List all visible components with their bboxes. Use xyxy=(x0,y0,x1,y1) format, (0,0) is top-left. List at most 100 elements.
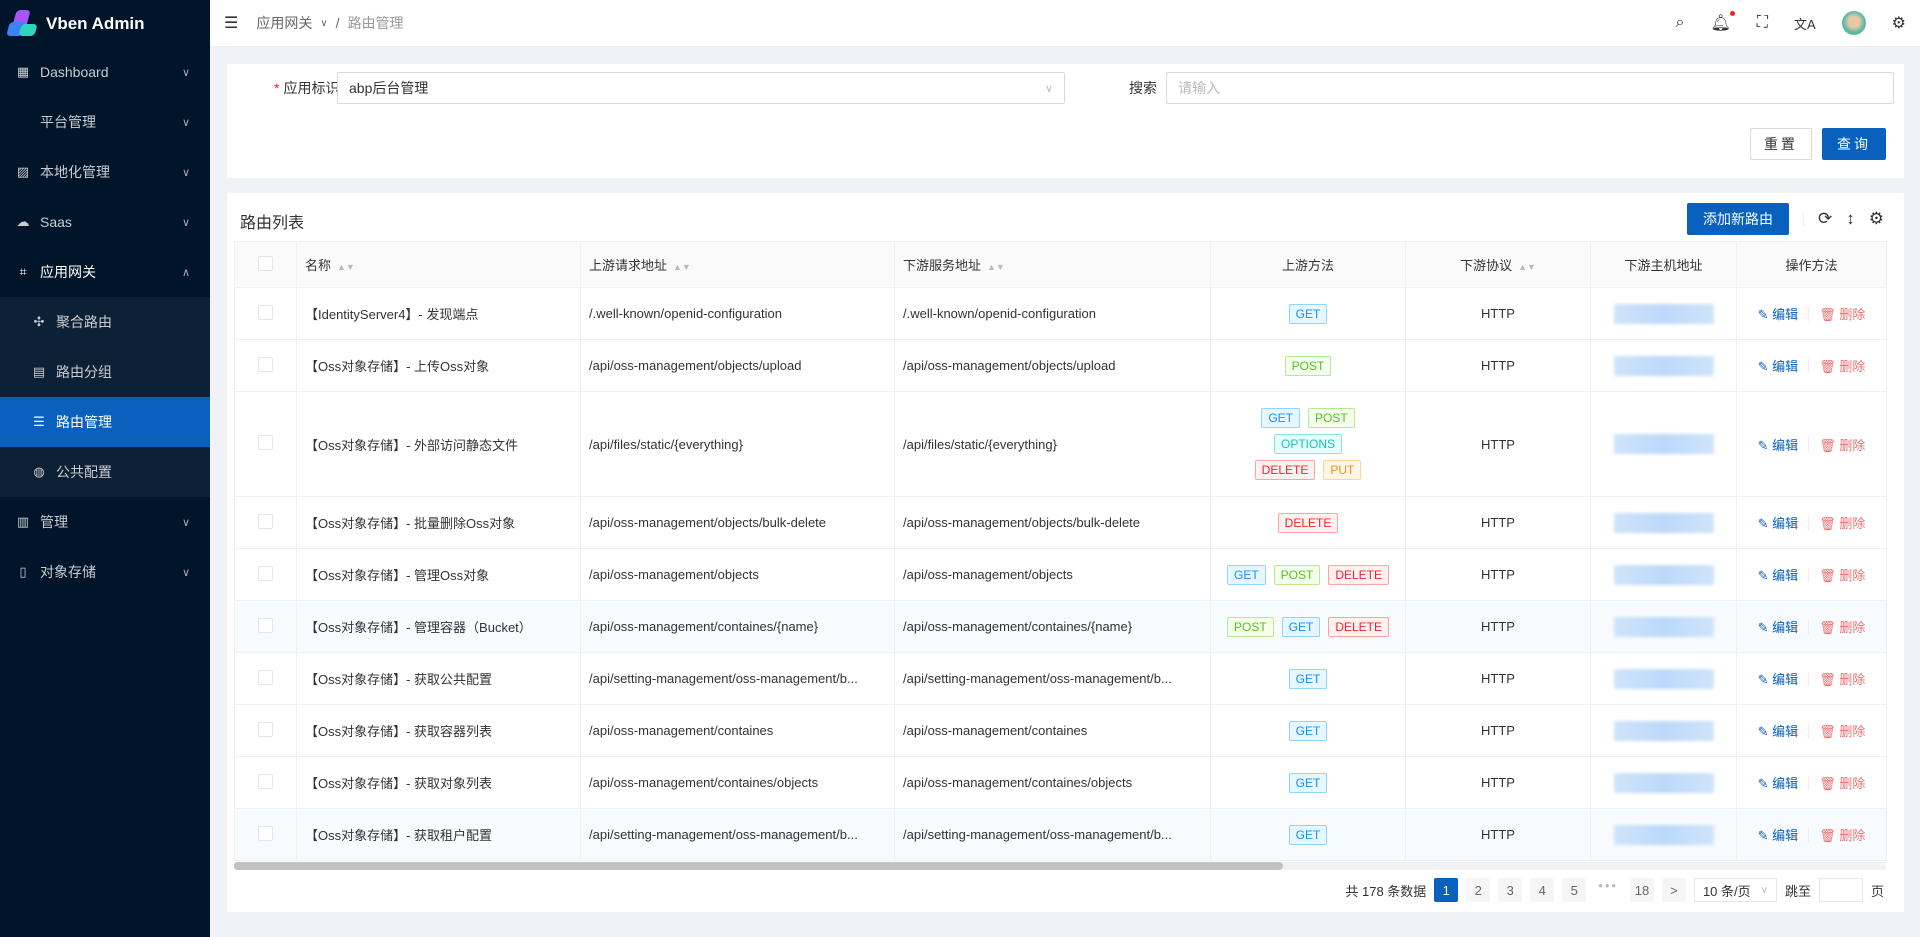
method-tag: DELETE xyxy=(1277,512,1339,533)
globe-icon: ◍ xyxy=(33,464,45,479)
delete-button[interactable]: 🗑︎ 删除 xyxy=(1819,359,1866,374)
column-header[interactable]: 下游服务地址 ▲▼ xyxy=(894,241,1211,288)
delete-button[interactable]: 🗑︎ 删除 xyxy=(1819,672,1866,687)
avatar[interactable] xyxy=(1841,11,1866,35)
table-row: 【Oss对象存储】- 管理容器（Bucket） /api/oss-managem… xyxy=(234,600,1887,653)
column-header[interactable]: 名称 ▲▼ xyxy=(296,241,581,288)
delete-button[interactable]: 🗑︎ 删除 xyxy=(1819,776,1866,791)
page-button[interactable]: 5 xyxy=(1562,878,1587,902)
downstream-protocol: HTTP xyxy=(1405,652,1591,705)
delete-button[interactable]: 🗑︎ 删除 xyxy=(1819,307,1866,322)
reset-button[interactable]: 重置 xyxy=(1750,128,1812,160)
route-name: 【IdentityServer4】- 发现端点 xyxy=(296,287,581,340)
route-table-card: 路由列表 添加新路由 ⟳ ↕ ⚙ 名称 ▲▼ 上游请求地址 ▲▼ 下游服务地址 ▲▼ 上游方… xyxy=(227,193,1904,912)
delete-button[interactable]: 🗑︎ 删除 xyxy=(1819,516,1866,531)
row-checkbox[interactable] xyxy=(234,704,297,757)
breadcrumb-item[interactable]: 应用网关 xyxy=(256,15,313,31)
sidebar-item[interactable]: ▦ Dashboard ∨ xyxy=(0,47,210,97)
delete-button[interactable]: 🗑︎ 删除 xyxy=(1819,828,1866,843)
sidebar-item[interactable]: ☁ Saas ∨ xyxy=(0,197,210,247)
route-name: 【Oss对象存储】- 外部访问静态文件 xyxy=(296,391,581,497)
page-button[interactable]: 1 xyxy=(1434,878,1459,902)
page-size-select[interactable]: 10 条/页 ∨ xyxy=(1693,878,1777,902)
edit-button[interactable]: ✎ 编辑 xyxy=(1757,359,1799,374)
sort-icon[interactable]: ▲▼ xyxy=(1518,262,1536,272)
edit-button[interactable]: ✎ 编辑 xyxy=(1757,437,1799,453)
row-checkbox[interactable] xyxy=(234,652,297,705)
row-checkbox[interactable] xyxy=(234,808,297,861)
row-checkbox[interactable] xyxy=(234,391,297,497)
menu-fold-icon[interactable]: ☰ xyxy=(224,15,239,32)
edit-button[interactable]: ✎ 编辑 xyxy=(1757,516,1799,531)
method-tag: GET xyxy=(1288,668,1328,689)
gateway-icon: ⌗ xyxy=(19,264,27,279)
row-checkbox[interactable] xyxy=(234,287,297,340)
method-tag: GET xyxy=(1288,303,1328,324)
add-route-button[interactable]: 添加新路由 xyxy=(1687,203,1789,235)
upstream-path: /api/oss-management/containes xyxy=(580,704,895,757)
dashboard-icon: ▦ xyxy=(16,64,30,79)
edit-button[interactable]: ✎ 编辑 xyxy=(1757,568,1799,583)
row-checkbox[interactable] xyxy=(234,756,297,809)
sidebar-item[interactable]: ▨ 本地化管理 ∨ xyxy=(0,147,210,197)
page-button[interactable]: 18 xyxy=(1629,878,1654,902)
downstream-protocol: HTTP xyxy=(1405,391,1591,497)
notification-bell-icon[interactable]: 🔔︎ xyxy=(1710,11,1736,32)
column-height-icon[interactable]: ↕ xyxy=(1846,209,1855,228)
column-header[interactable]: 上游请求地址 ▲▼ xyxy=(580,241,895,288)
route-table: 名称 ▲▼ 上游请求地址 ▲▼ 下游服务地址 ▲▼ 上游方法 下游协议 ▲▼ 下游主机地址 操作方法… xyxy=(234,241,1887,861)
logo[interactable]: Vben Admin xyxy=(0,0,210,47)
page-button[interactable]: 4 xyxy=(1530,878,1555,902)
sidebar-item-label: 路由分组 xyxy=(56,364,112,380)
downstream-protocol: HTTP xyxy=(1405,756,1591,809)
jump-label: 跳至 xyxy=(1784,883,1811,899)
sidebar-item-label: 应用网关 xyxy=(40,264,96,280)
app-id-select[interactable]: abp后台管理 ∨ xyxy=(337,72,1065,104)
search-input[interactable]: 请输入 xyxy=(1166,72,1894,104)
horizontal-scrollbar[interactable] xyxy=(234,862,1886,870)
column-settings-icon[interactable]: ⚙ xyxy=(1868,209,1884,228)
delete-button[interactable]: 🗑︎ 删除 xyxy=(1819,620,1866,635)
edit-button[interactable]: ✎ 编辑 xyxy=(1757,724,1799,739)
sidebar-item[interactable]: ⌗ 应用网关 ∧ xyxy=(0,247,210,297)
sidebar-item[interactable]: ▯ 对象存储 ∨ xyxy=(0,547,210,597)
edit-button[interactable]: ✎ 编辑 xyxy=(1757,307,1799,322)
search-icon[interactable]: ⌕ xyxy=(1675,14,1685,31)
sidebar-subitem[interactable]: ✣ 聚合路由 xyxy=(0,297,210,347)
page-button[interactable]: 2 xyxy=(1466,878,1491,902)
delete-button[interactable]: 🗑︎ 删除 xyxy=(1819,568,1866,583)
sidebar-item[interactable]: 平台管理 ∨ xyxy=(0,97,210,147)
delete-button[interactable]: 🗑︎ 删除 xyxy=(1819,724,1866,739)
column-header[interactable]: 下游协议 ▲▼ xyxy=(1405,241,1591,288)
downstream-protocol: HTTP xyxy=(1405,548,1591,601)
edit-button[interactable]: ✎ 编辑 xyxy=(1757,776,1799,791)
next-page-button[interactable]: > xyxy=(1661,878,1686,902)
page-ellipsis[interactable]: ••• xyxy=(1598,878,1618,893)
select-all-checkbox[interactable] xyxy=(234,241,297,288)
query-button[interactable]: 查询 xyxy=(1822,128,1886,160)
sidebar-item[interactable]: ▥ 管理 ∨ xyxy=(0,497,210,547)
sort-icon[interactable]: ▲▼ xyxy=(337,262,355,272)
row-checkbox[interactable] xyxy=(234,339,297,392)
edit-button[interactable]: ✎ 编辑 xyxy=(1757,828,1799,843)
column-header: 上游方法 xyxy=(1210,241,1406,288)
fullscreen-icon[interactable]: ⛶ xyxy=(1756,14,1768,31)
row-checkbox[interactable] xyxy=(234,496,297,549)
edit-button[interactable]: ✎ 编辑 xyxy=(1757,620,1799,635)
row-checkbox[interactable] xyxy=(234,548,297,601)
page-button[interactable]: 3 xyxy=(1498,878,1523,902)
sort-icon[interactable]: ▲▼ xyxy=(673,262,691,272)
row-actions: ✎ 编辑 🗑︎ 删除 xyxy=(1736,548,1887,601)
refresh-icon[interactable]: ⟳ xyxy=(1818,209,1833,228)
row-checkbox[interactable] xyxy=(234,600,297,653)
settings-gear-icon[interactable]: ⚙ xyxy=(1891,15,1906,32)
edit-button[interactable]: ✎ 编辑 xyxy=(1757,672,1799,687)
table-row: 【Oss对象存储】- 获取公共配置 /api/setting-managemen… xyxy=(234,652,1887,705)
sidebar-subitem[interactable]: ☰ 路由管理 xyxy=(0,397,210,447)
jump-page-input[interactable] xyxy=(1818,878,1863,902)
sidebar-subitem[interactable]: ◍ 公共配置 xyxy=(0,447,210,497)
sidebar-subitem[interactable]: ▤ 路由分组 xyxy=(0,347,210,397)
language-icon[interactable]: 文A xyxy=(1793,16,1816,32)
sort-icon[interactable]: ▲▼ xyxy=(987,262,1005,272)
delete-button[interactable]: 🗑︎ 删除 xyxy=(1819,437,1866,453)
